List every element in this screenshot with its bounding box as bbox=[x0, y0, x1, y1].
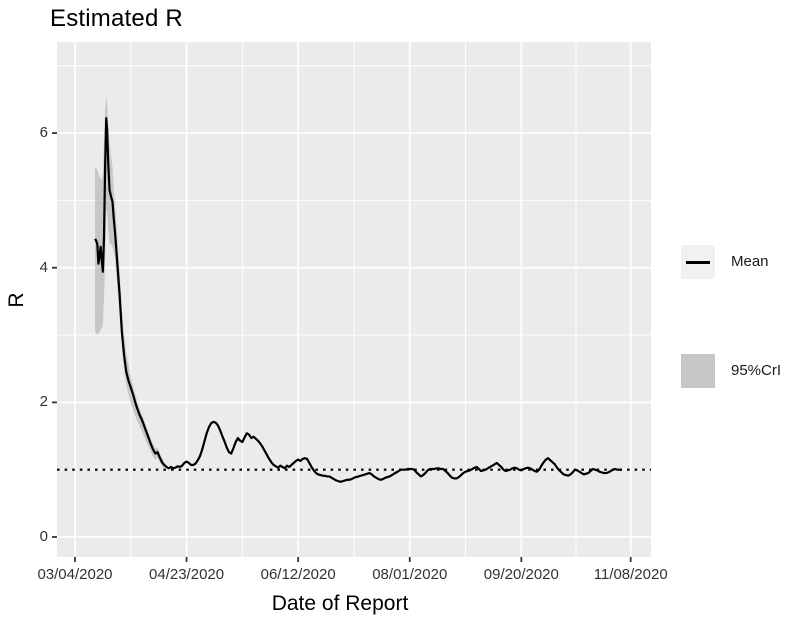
credible-interval-band bbox=[95, 96, 165, 470]
x-tick-label: 11/08/2020 bbox=[593, 566, 668, 583]
x-tick-label: 09/20/2020 bbox=[483, 566, 559, 583]
x-tick-label: 06/12/2020 bbox=[260, 566, 336, 583]
y-axis-title: R bbox=[5, 292, 28, 308]
x-axis-title: Date of Report bbox=[271, 592, 409, 615]
y-tick-label: 6 bbox=[39, 124, 48, 142]
y-tick-label: 4 bbox=[39, 258, 48, 276]
legend-key-mean bbox=[681, 245, 715, 279]
legend-swatch-cri-icon bbox=[681, 354, 715, 388]
legend-label-mean: Mean bbox=[731, 253, 769, 270]
x-tick-label: 03/04/2020 bbox=[37, 566, 113, 583]
mean-line bbox=[94, 117, 622, 483]
mean-line-icon bbox=[686, 260, 710, 264]
y-tick-label: 2 bbox=[39, 393, 48, 411]
x-tick-label: 08/01/2020 bbox=[372, 566, 448, 583]
x-tick-label: 04/23/2020 bbox=[149, 566, 225, 583]
legend-label-cri: 95%CrI bbox=[731, 362, 782, 379]
chart-title: Estimated R bbox=[50, 5, 183, 32]
y-tick-label: 0 bbox=[39, 528, 48, 545]
